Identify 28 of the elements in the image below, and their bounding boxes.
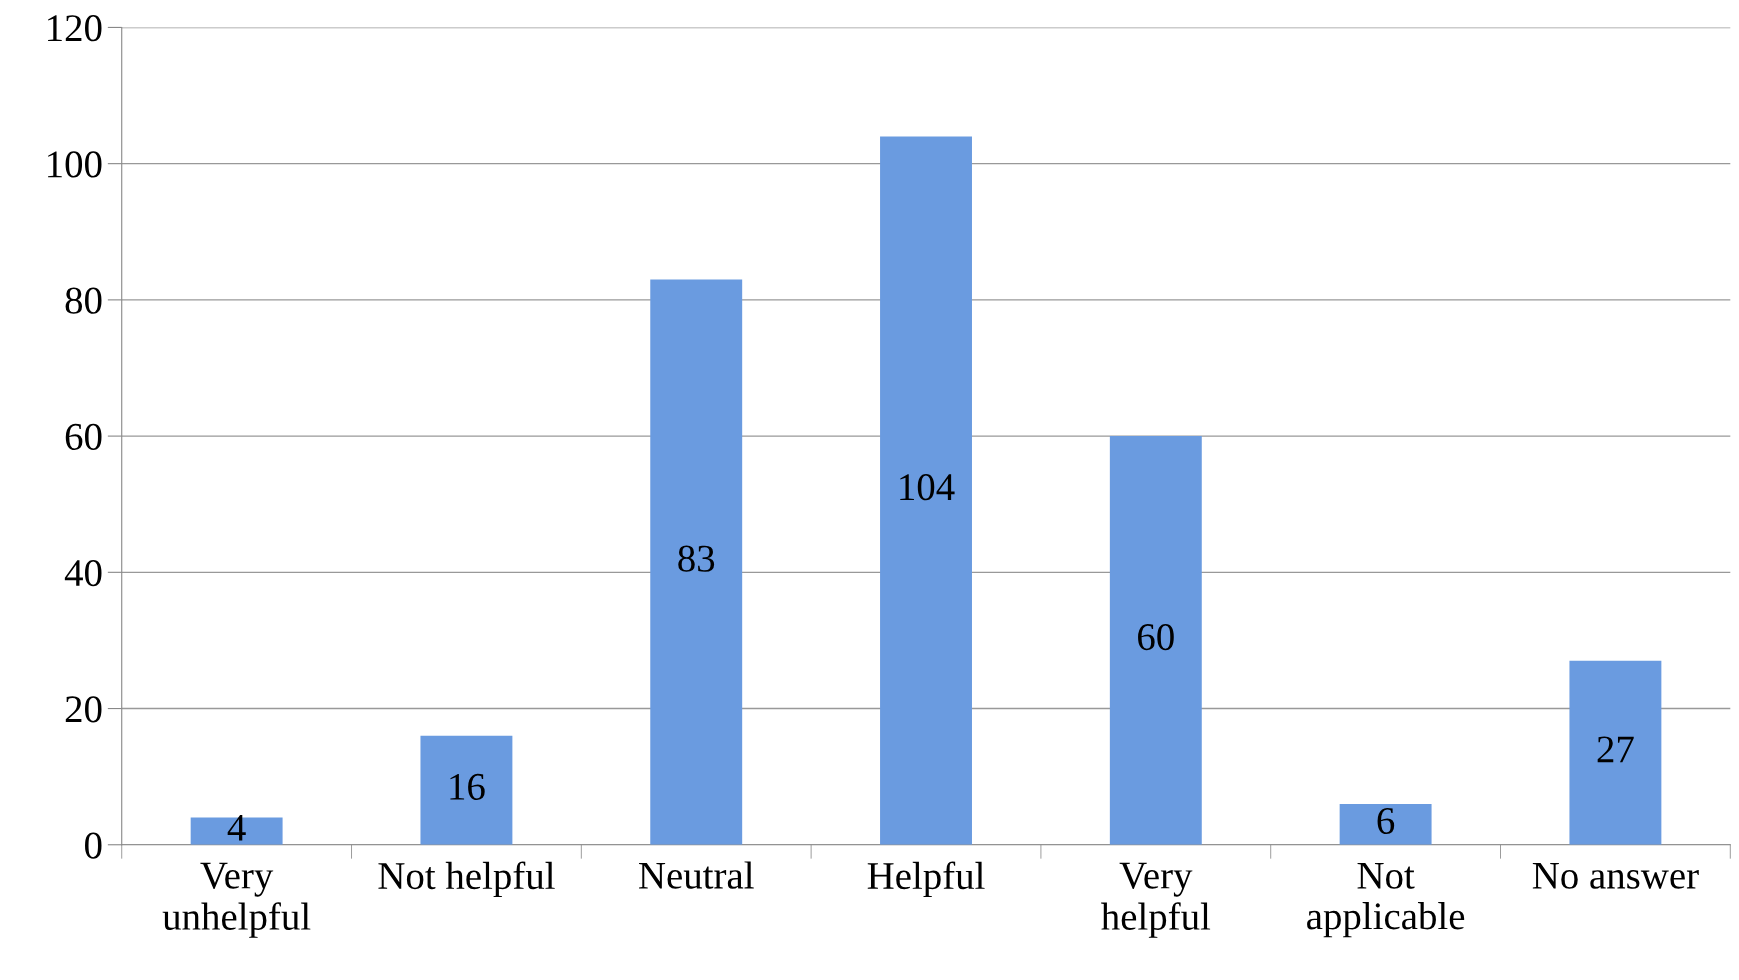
bar — [190, 817, 283, 845]
data-label: 6 — [1377, 807, 1395, 835]
bar — [420, 735, 513, 845]
data-label: 104 — [900, 474, 955, 501]
y-tick-label: 60 — [65, 423, 102, 450]
bar — [880, 136, 972, 845]
y-tick-label: 40 — [64, 559, 102, 587]
data-label: 4 — [227, 814, 246, 841]
bar — [1339, 803, 1432, 845]
x-tick-label: Helpful — [867, 861, 985, 898]
data-label: 83 — [678, 545, 715, 572]
data-label: 27 — [1597, 736, 1634, 763]
bar — [650, 279, 743, 845]
y-tick-label: 100 — [48, 151, 102, 178]
data-label: 60 — [1138, 623, 1174, 651]
bar — [1569, 660, 1662, 845]
y-tick-label: 120 — [48, 15, 102, 42]
y-tick-label: 20 — [65, 696, 102, 723]
y-tick-label: 0 — [85, 832, 102, 859]
x-tick-label: Neutral — [639, 861, 754, 889]
x-tick-label: Very unhelpful — [162, 862, 311, 938]
y-tick-label: 80 — [65, 287, 102, 314]
x-tick-label: No answer — [1532, 862, 1699, 889]
bar — [1109, 436, 1202, 845]
data-label: 16 — [450, 773, 485, 801]
x-tick-label: Not applicable — [1307, 862, 1465, 938]
x-tick-label: Very helpful — [1101, 862, 1211, 938]
x-tick-label: Not helpful — [378, 861, 555, 898]
